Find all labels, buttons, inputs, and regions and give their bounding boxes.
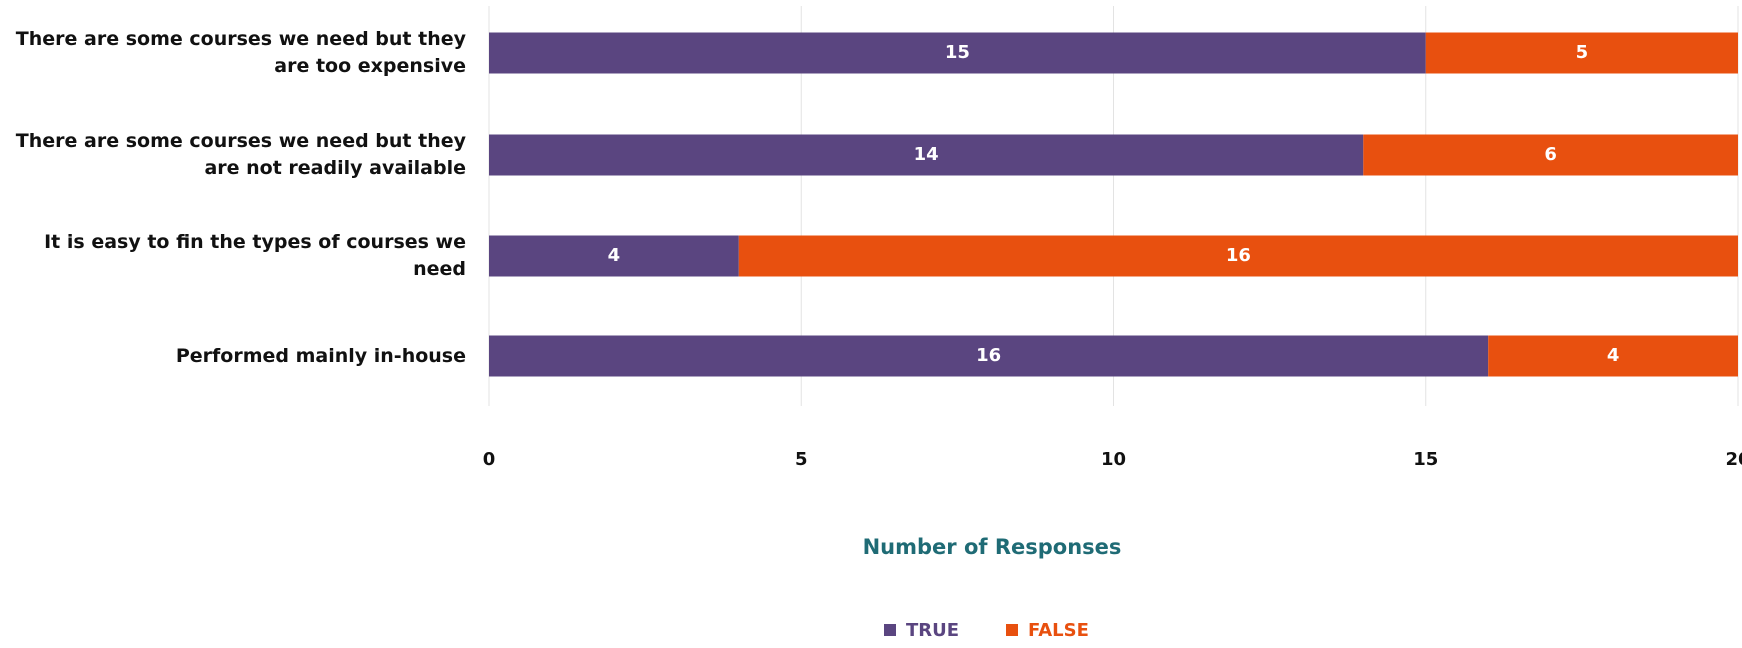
bar-segment <box>489 235 739 277</box>
data-label: 16 <box>976 345 1001 366</box>
category-label: It is easy to fin the types of courses w… <box>44 231 466 280</box>
x-tick-label: 20 <box>1725 449 1742 470</box>
data-label: 16 <box>1226 245 1251 266</box>
data-label: 15 <box>945 42 970 63</box>
data-label: 4 <box>608 245 621 266</box>
bar-segment <box>489 32 1426 74</box>
x-tick-label: 15 <box>1413 449 1438 470</box>
data-label: 6 <box>1544 144 1557 165</box>
data-label: 5 <box>1576 42 1589 63</box>
legend-swatch <box>884 624 896 636</box>
bar-segment <box>489 335 1489 377</box>
category-label: Performed mainly in-house <box>175 344 466 367</box>
bar-segment <box>1363 134 1738 176</box>
bar-segment <box>489 134 1364 176</box>
bar-segment <box>1488 335 1738 377</box>
x-tick-label: 0 <box>483 449 496 470</box>
legend-label: TRUE <box>906 620 959 641</box>
data-label: 4 <box>1607 345 1620 366</box>
legend-swatch <box>1006 624 1018 636</box>
x-tick-label: 10 <box>1101 449 1126 470</box>
data-label: 14 <box>914 144 939 165</box>
bar-segment <box>1425 32 1738 74</box>
legend-label: FALSE <box>1028 620 1089 641</box>
x-tick-label: 5 <box>795 449 808 470</box>
category-label: There are some courses we need but they … <box>15 28 466 77</box>
category-label: There are some courses we need but they … <box>15 130 466 179</box>
bar-segment <box>738 235 1738 277</box>
x-axis-title: Number of Responses <box>863 535 1122 559</box>
